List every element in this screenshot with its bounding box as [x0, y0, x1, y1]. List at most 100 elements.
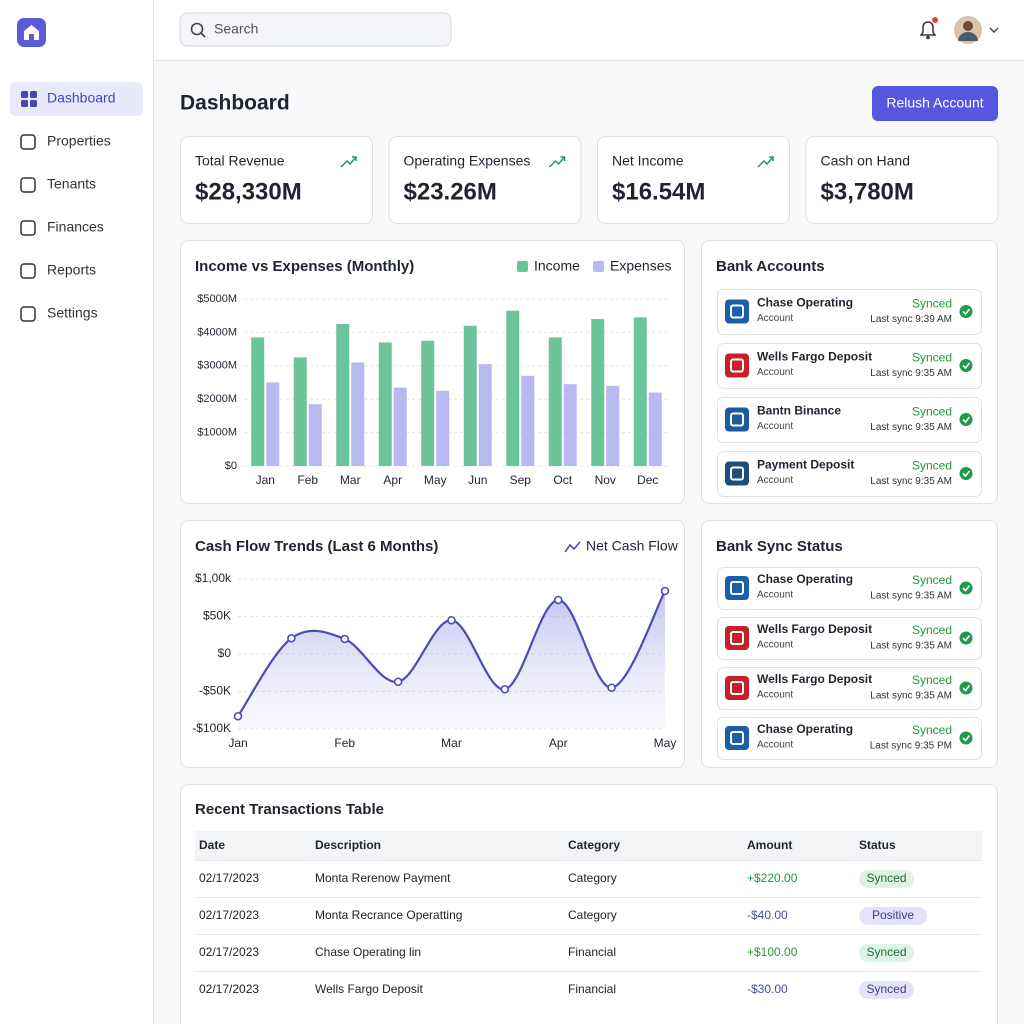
account-row[interactable]: Wells Fargo Deposit Account Synced Last syn… — [717, 667, 982, 710]
account-row[interactable]: Wells Fargo Deposit Account Synced Last syn… — [717, 343, 982, 389]
check-icon — [959, 413, 973, 426]
nav-item[interactable]: Properties — [20, 133, 111, 150]
check-icon — [962, 685, 971, 692]
button-label[interactable]: Relush Account — [886, 95, 983, 111]
point — [287, 633, 296, 643]
sync-status: Synced — [912, 723, 952, 737]
notification-dot — [932, 17, 938, 23]
check-icon — [962, 470, 971, 478]
nav-active-bg — [10, 82, 143, 116]
chart-title: Cash Flow Trends (Last 6 Months) — [195, 538, 438, 555]
table-cell: 02/17/2023 — [199, 908, 259, 922]
account-row[interactable]: Bantn Binance Account Synced Last sync 9:35… — [717, 397, 982, 443]
account-row[interactable]: Payment Deposit Account Synced Last sync 9:… — [717, 451, 982, 497]
status-label: Synced — [866, 982, 906, 996]
nav-item[interactable]: Tenants — [20, 176, 96, 193]
nav-label[interactable]: Dashboard — [47, 90, 116, 106]
status-pill — [859, 981, 914, 999]
table-cell: 02/17/2023 — [199, 871, 259, 885]
search-icon — [190, 22, 204, 36]
avatar — [963, 21, 973, 31]
line — [237, 590, 666, 717]
search-icon — [200, 32, 206, 38]
y-tick-label: $1,00k — [195, 571, 232, 585]
x-tick-label: Jan — [228, 736, 247, 750]
status-label: Synced — [866, 871, 906, 885]
logo[interactable] — [17, 18, 46, 47]
account-type: Account — [757, 475, 793, 486]
nav-label[interactable]: Tenants — [47, 176, 96, 192]
button-bg[interactable] — [872, 86, 998, 121]
kpi-value: $16.54M — [612, 178, 705, 205]
account-row-bg — [717, 617, 982, 660]
last-sync: Last sync 9:35 PM — [870, 741, 952, 752]
search-box[interactable]: Search — [179, 12, 452, 47]
y-tick-label: $50K — [203, 609, 231, 623]
bar — [521, 375, 535, 466]
y-tick-label: $0 — [225, 460, 237, 472]
bank-logo — [725, 626, 749, 650]
check-icon — [959, 581, 973, 595]
point — [340, 634, 350, 644]
point — [553, 595, 563, 605]
status-label: Positive — [872, 908, 914, 922]
account-type: Account — [757, 421, 793, 432]
nav-item[interactable]: Dashboard — [10, 82, 143, 116]
card-title: Recent Transactions Table — [195, 801, 384, 818]
bank-logo-mark — [730, 731, 744, 745]
nav-label[interactable]: Settings — [47, 305, 98, 321]
check-icon — [959, 467, 973, 480]
legend-swatch — [593, 261, 604, 272]
account-row-bg — [717, 717, 982, 760]
bar — [436, 390, 450, 466]
account-row-bg — [717, 567, 982, 610]
header-button[interactable]: Relush Account — [872, 86, 998, 121]
search-field[interactable] — [179, 12, 452, 47]
account-name: Wells Fargo Deposit — [757, 350, 872, 364]
account-name: Wells Fargo Deposit — [757, 672, 872, 686]
nav-label[interactable]: Reports — [47, 262, 96, 278]
chevron — [989, 27, 999, 34]
account-row[interactable]: Wells Fargo Deposit Account Synced Last syn… — [717, 617, 982, 660]
nav-item[interactable]: Reports — [20, 262, 96, 279]
account-row[interactable]: Chase Operating Account Synced Last sync 9:… — [717, 567, 982, 610]
nav-icon — [21, 100, 28, 107]
y-tick-label: $4000M — [197, 326, 237, 338]
logo-house — [24, 25, 39, 40]
y-tick-label: -$50K — [199, 684, 231, 698]
account-type: Account — [757, 690, 793, 701]
point — [393, 677, 403, 687]
bar — [648, 392, 662, 466]
account-row[interactable]: Chase Operating Account Synced Last sync 9:… — [717, 289, 982, 335]
nav-item[interactable]: Settings — [20, 305, 98, 322]
check-icon — [962, 308, 971, 316]
bell-icon — [926, 35, 930, 40]
account-row[interactable]: Chase Operating Account Synced Last sync 9:… — [717, 717, 982, 760]
nav-item[interactable]: Finances — [20, 219, 104, 236]
check-icon — [959, 305, 973, 318]
bar — [351, 362, 365, 466]
bar — [293, 357, 307, 466]
kpi-value: $3,780M — [821, 178, 914, 205]
sync-status: Synced — [912, 351, 952, 365]
bank-logo — [725, 407, 749, 432]
bank-logo-mark — [730, 412, 744, 427]
sync-status: Synced — [912, 673, 952, 687]
bank-logo-mark — [730, 631, 744, 645]
sync-status: Synced — [912, 405, 952, 419]
y-tick-label: $2000M — [197, 393, 237, 405]
account-name: Wells Fargo Deposit — [757, 622, 872, 636]
user-menu[interactable] — [954, 16, 999, 44]
card-title: Bank Accounts — [716, 258, 825, 275]
legend-label: Net Cash Flow — [586, 538, 679, 554]
x-tick-label: Sep — [510, 473, 532, 487]
nav-icon — [20, 306, 36, 322]
bar — [548, 337, 562, 466]
nav-icon — [20, 134, 36, 150]
nav-label[interactable]: Properties — [47, 133, 111, 149]
x-tick-label: Oct — [553, 473, 572, 487]
nav-label[interactable]: Finances — [47, 219, 104, 235]
check-icon — [962, 416, 971, 424]
account-row-bg — [717, 667, 982, 710]
notifications[interactable] — [919, 17, 938, 40]
